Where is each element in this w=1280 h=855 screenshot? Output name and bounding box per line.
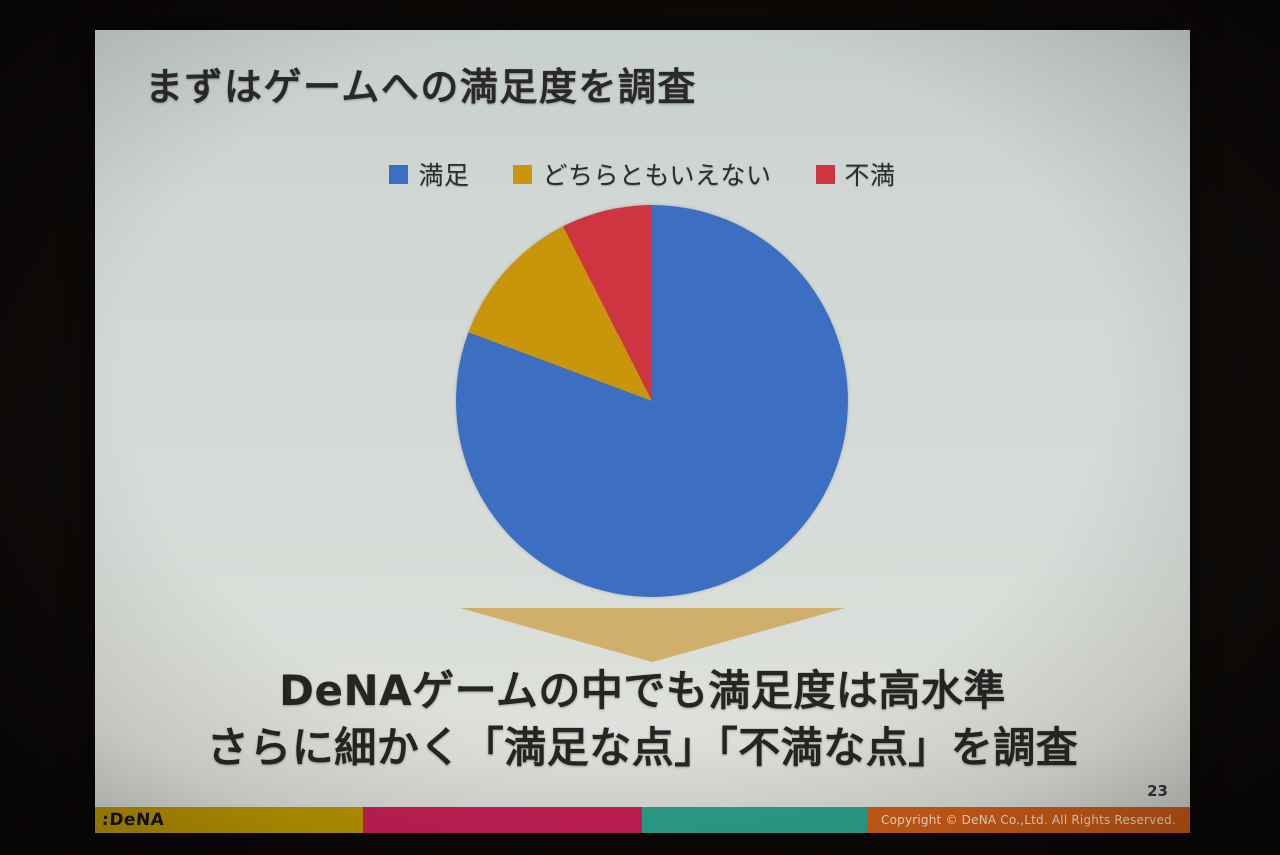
- legend-label: 満足: [418, 161, 470, 190]
- conclusion-text: DeNAゲームの中でも満足度は高水準 さらに細かく「満足な点」「不満な点」を調査: [95, 662, 1190, 776]
- legend-swatch: [513, 164, 533, 184]
- pie-chart: [456, 205, 848, 597]
- footer-color-segment: [642, 807, 867, 833]
- page-number: 23: [1147, 782, 1168, 800]
- legend-item-satisfied: 満足: [389, 156, 469, 192]
- pie-legend: 満足 どちらともいえない 不満: [95, 156, 1190, 192]
- legend-item-dissatisfied: 不満: [815, 156, 896, 192]
- legend-swatch: [389, 164, 409, 184]
- slide-title: まずはゲームへの満足度を調査: [145, 65, 697, 109]
- legend-item-neutral: どちらともいえない: [513, 156, 771, 192]
- footer-bar: :DeNA Copyright © DeNA Co.,Ltd. All Righ…: [95, 807, 1190, 833]
- down-arrow: [460, 608, 845, 662]
- presentation-slide: まずはゲームへの満足度を調査 満足 どちらともいえない 不満 DeNAゲームの中…: [95, 30, 1190, 833]
- conclusion-line-1: DeNAゲームの中でも満足度は高水準: [279, 666, 1006, 715]
- copyright-text: Copyright © DeNA Co.,Ltd. All Rights Res…: [881, 813, 1176, 827]
- conclusion-line-2: さらに細かく「満足な点」「不満な点」を調査: [206, 723, 1079, 773]
- legend-swatch: [815, 164, 835, 184]
- legend-label: どちらともいえない: [542, 161, 772, 190]
- dena-logo: :DeNA: [101, 810, 166, 830]
- footer-color-segment: [363, 807, 643, 833]
- footer-color-segment: :DeNA: [95, 807, 364, 833]
- legend-label: 不満: [844, 161, 896, 190]
- footer-color-segment: Copyright © DeNA Co.,Ltd. All Rights Res…: [866, 807, 1190, 833]
